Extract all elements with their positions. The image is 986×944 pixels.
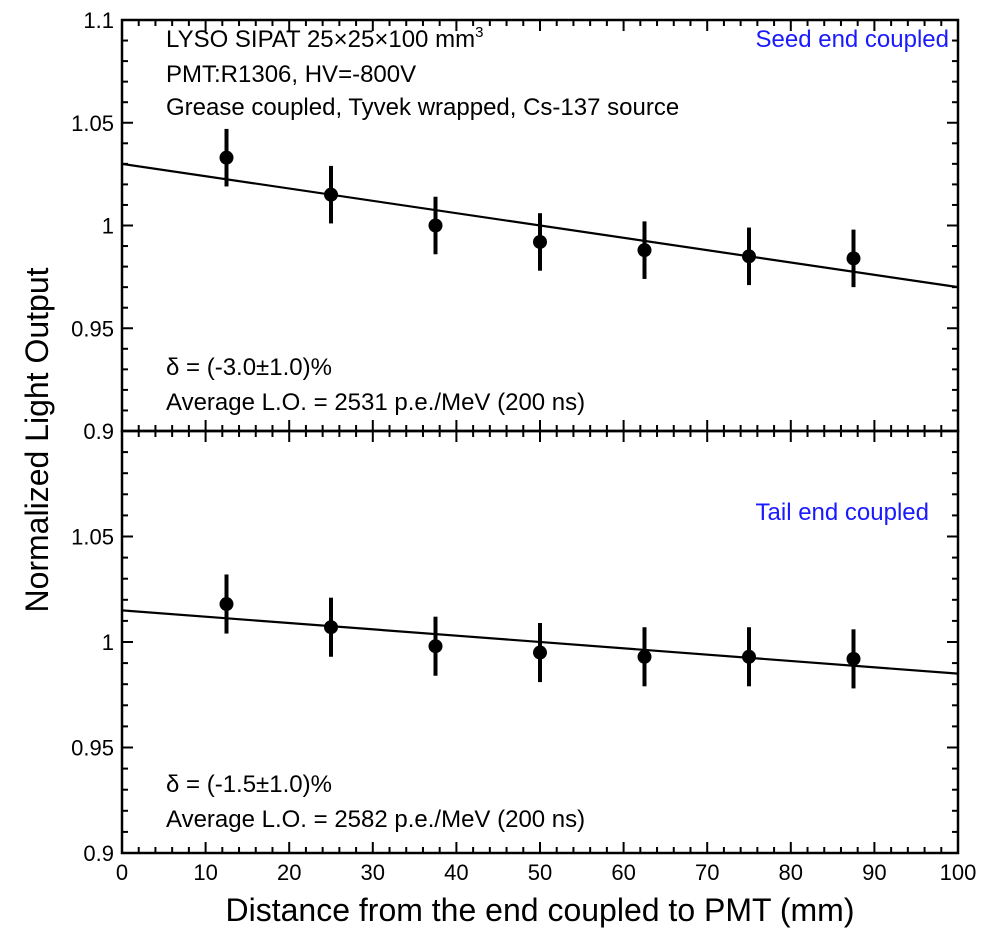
top-data-point bbox=[637, 243, 652, 258]
x-tick-label: 10 bbox=[193, 860, 217, 885]
top-y-tick-label: 0.9 bbox=[83, 419, 114, 444]
top-series-label: Seed end coupled bbox=[756, 26, 950, 53]
bottom-data-point bbox=[637, 649, 652, 664]
x-tick-label: 40 bbox=[444, 860, 468, 885]
bottom-data-point bbox=[846, 651, 861, 666]
top-y-tick-label: 1.1 bbox=[83, 8, 114, 33]
bottom-data-point bbox=[533, 645, 547, 660]
top-data-point bbox=[219, 150, 234, 165]
top-average-annotation: Average L.O. = 2531 p.e./MeV (200 ns) bbox=[166, 389, 585, 416]
x-tick-label: 20 bbox=[277, 860, 301, 885]
bottom-delta-annotation: δ = (-1.5±1.0)% bbox=[166, 771, 332, 798]
x-tick-label: 80 bbox=[779, 860, 803, 885]
bottom-y-tick-label: 0.95 bbox=[71, 736, 114, 761]
bottom-series-label: Tail end coupled bbox=[756, 499, 929, 526]
x-tick-label: 60 bbox=[611, 860, 635, 885]
top-data-point bbox=[428, 218, 443, 233]
top-crystal-annotation: LYSO SIPAT 25×25×100 mm3 bbox=[166, 24, 483, 53]
bottom-data-point bbox=[324, 620, 338, 635]
bottom-average-annotation: Average L.O. = 2582 p.e./MeV (200 ns) bbox=[166, 806, 585, 833]
top-y-tick-label: 0.95 bbox=[71, 316, 114, 341]
x-tick-label: 70 bbox=[695, 860, 719, 885]
x-tick-label: 90 bbox=[862, 860, 886, 885]
x-tick-label: 50 bbox=[528, 860, 552, 885]
x-axis-title: Distance from the end coupled to PMT (mm… bbox=[226, 892, 855, 928]
top-delta-annotation: δ = (-3.0±1.0)% bbox=[166, 354, 332, 381]
top-data-point bbox=[742, 249, 756, 264]
bottom-data-point bbox=[742, 649, 756, 664]
bottom-y-tick-label: 1.05 bbox=[71, 525, 114, 550]
top-data-point bbox=[324, 187, 338, 202]
x-tick-label: 100 bbox=[940, 860, 977, 885]
top-y-tick-label: 1.05 bbox=[71, 111, 114, 136]
x-tick-label: 30 bbox=[361, 860, 385, 885]
bottom-y-tick-label: 0.9 bbox=[83, 841, 114, 866]
top-y-tick-label: 1 bbox=[102, 214, 114, 239]
y-axis-title: Normalized Light Output bbox=[19, 267, 55, 612]
bottom-data-point bbox=[219, 597, 234, 612]
x-tick-label: 0 bbox=[116, 860, 128, 885]
bottom-y-tick-label: 1 bbox=[102, 630, 114, 655]
top-pmt-annotation: PMT:R1306, HV=-800V bbox=[166, 61, 416, 88]
bottom-data-point bbox=[428, 639, 443, 654]
top-setup-annotation: Grease coupled, Tyvek wrapped, Cs-137 so… bbox=[166, 94, 679, 121]
top-data-point bbox=[846, 251, 861, 266]
top-data-point bbox=[533, 234, 547, 249]
bottom-panel: 0.9 0.95 1 1.05 0 10 20 30 40 50 60 70 80 90 100 bbox=[71, 429, 977, 885]
